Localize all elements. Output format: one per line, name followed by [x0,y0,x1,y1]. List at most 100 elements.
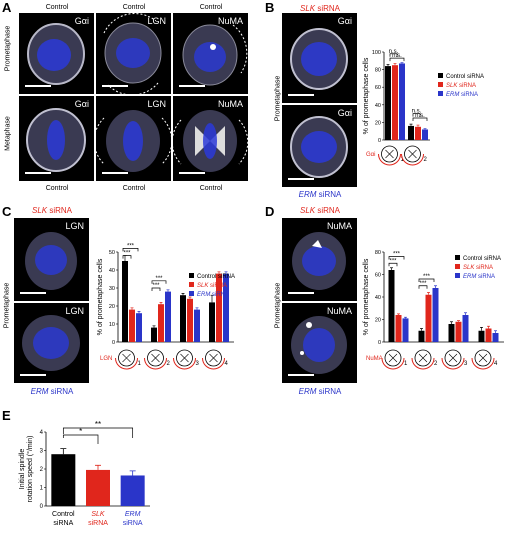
orientation-circle [474,349,492,367]
bar [165,291,171,342]
significance-label: * [79,427,82,436]
y-tick-label: 80 [375,250,381,256]
legend-entry: Control siRNA [197,274,235,280]
cell-micrograph [290,116,348,178]
panel-c-letter: C [2,204,12,219]
error-bar [386,63,390,67]
legend-entry: SLK siRNA [463,265,493,271]
y-axis-label-line2: rotation speed (°/min) [26,436,34,503]
error-bar [166,289,170,292]
category-label: 4 [494,361,498,367]
significance-bracket [62,434,99,444]
y-tick-label: 40 [375,103,381,109]
y-tick-label: 80 [375,68,381,74]
spindle-glyph [408,149,417,159]
bar [388,270,395,342]
error-bar [217,271,221,274]
spindle-glyph [151,353,160,363]
orientation-icon [202,349,225,370]
bar [136,313,142,342]
panel-c-image-1: LGN [14,218,89,301]
significance-bracket [122,255,132,259]
image-tag: Gαi [74,99,89,109]
category-label-suffix: siRNA [88,520,108,527]
significance-label: *** [389,258,397,264]
cell-micrograph [103,13,162,94]
label-rest: siRNA [47,206,73,215]
bar [432,288,439,342]
scale-bar [102,85,128,87]
orientation-circle [414,349,432,367]
legend-entry: Control siRNA [463,256,501,262]
panel-c-image-2: LGN [14,303,89,383]
gene-name: SLK [299,4,316,13]
significance-label: *** [123,251,131,257]
bar [485,328,492,342]
significance-bracket [418,278,435,282]
bar [418,330,425,342]
category-label: 3 [464,361,468,367]
error-bar [390,267,393,270]
category-label: 1 [404,361,408,367]
bar [151,327,157,342]
significance-label: *** [127,243,135,249]
panel-e-letter: E [2,408,11,423]
legend-entry: SLK siRNA [197,283,227,289]
legend-swatch [438,82,443,87]
legend-entry: ERM siRNA [197,292,229,298]
bar [187,298,193,342]
bar [209,302,215,342]
panel-b-image-2: Gαi [282,105,357,187]
cell-micrograph [290,28,348,90]
bar [180,295,186,342]
spindle-glyph [209,353,218,363]
panel-e-chart: 0 1 2 3 4 Initial spindle rotation speed (°/mi… [19,420,150,527]
bar [448,324,455,342]
y-axis-label-line1: Initial spindle [19,449,26,490]
image-tag: LGN [65,306,84,316]
y-tick-label: 0 [112,340,115,346]
scale-bar [25,172,51,174]
gene-name: ERM [298,190,317,199]
category-label: Control [52,511,75,518]
scale-bar [179,85,205,87]
panel-d-bottom-label: ERM siRNA [299,387,342,396]
cortical-crescent [144,357,167,370]
orientation-circle [384,349,402,367]
significance-label: n.s. [389,49,399,55]
orientation-icon [471,349,495,370]
cortical-crescent [202,357,225,370]
error-bar [427,292,430,295]
significance-label: ** [95,420,101,429]
image-tag: LGN [147,99,166,109]
orientation-circle [404,145,421,163]
panel-d-row-label: Prometaphase [274,282,282,329]
bar [408,125,414,140]
panel-a-col-top-1: Control [45,4,69,11]
significance-bracket [412,113,421,117]
significance-label: n.s. [392,53,402,59]
orientation-circle [381,145,398,163]
scale-bar [20,292,46,294]
cell-micrograph [27,23,85,85]
error-bar [494,330,497,333]
error-bar [159,302,163,305]
image-tag: Gαi [74,16,89,26]
legend-entry: ERM siRNA [446,92,478,98]
cell-micrograph [173,110,248,172]
spindle-glyph [448,353,458,363]
cortical-crescent [401,153,424,166]
y-axis-label: % of prometaphase cells [97,258,104,335]
bar [158,304,164,342]
legend-swatch [438,73,443,78]
protein-label: NuMA [366,356,383,362]
protein-label: Gαi [366,152,375,158]
error-bar [129,470,136,476]
significance-label: *** [155,276,163,282]
cell-micrograph [22,315,80,371]
panel-b-letter: B [265,0,275,15]
error-bar [450,321,453,324]
legend-swatch [189,291,194,296]
cell-micrograph [291,316,347,374]
image-tag: NuMA [217,16,243,26]
